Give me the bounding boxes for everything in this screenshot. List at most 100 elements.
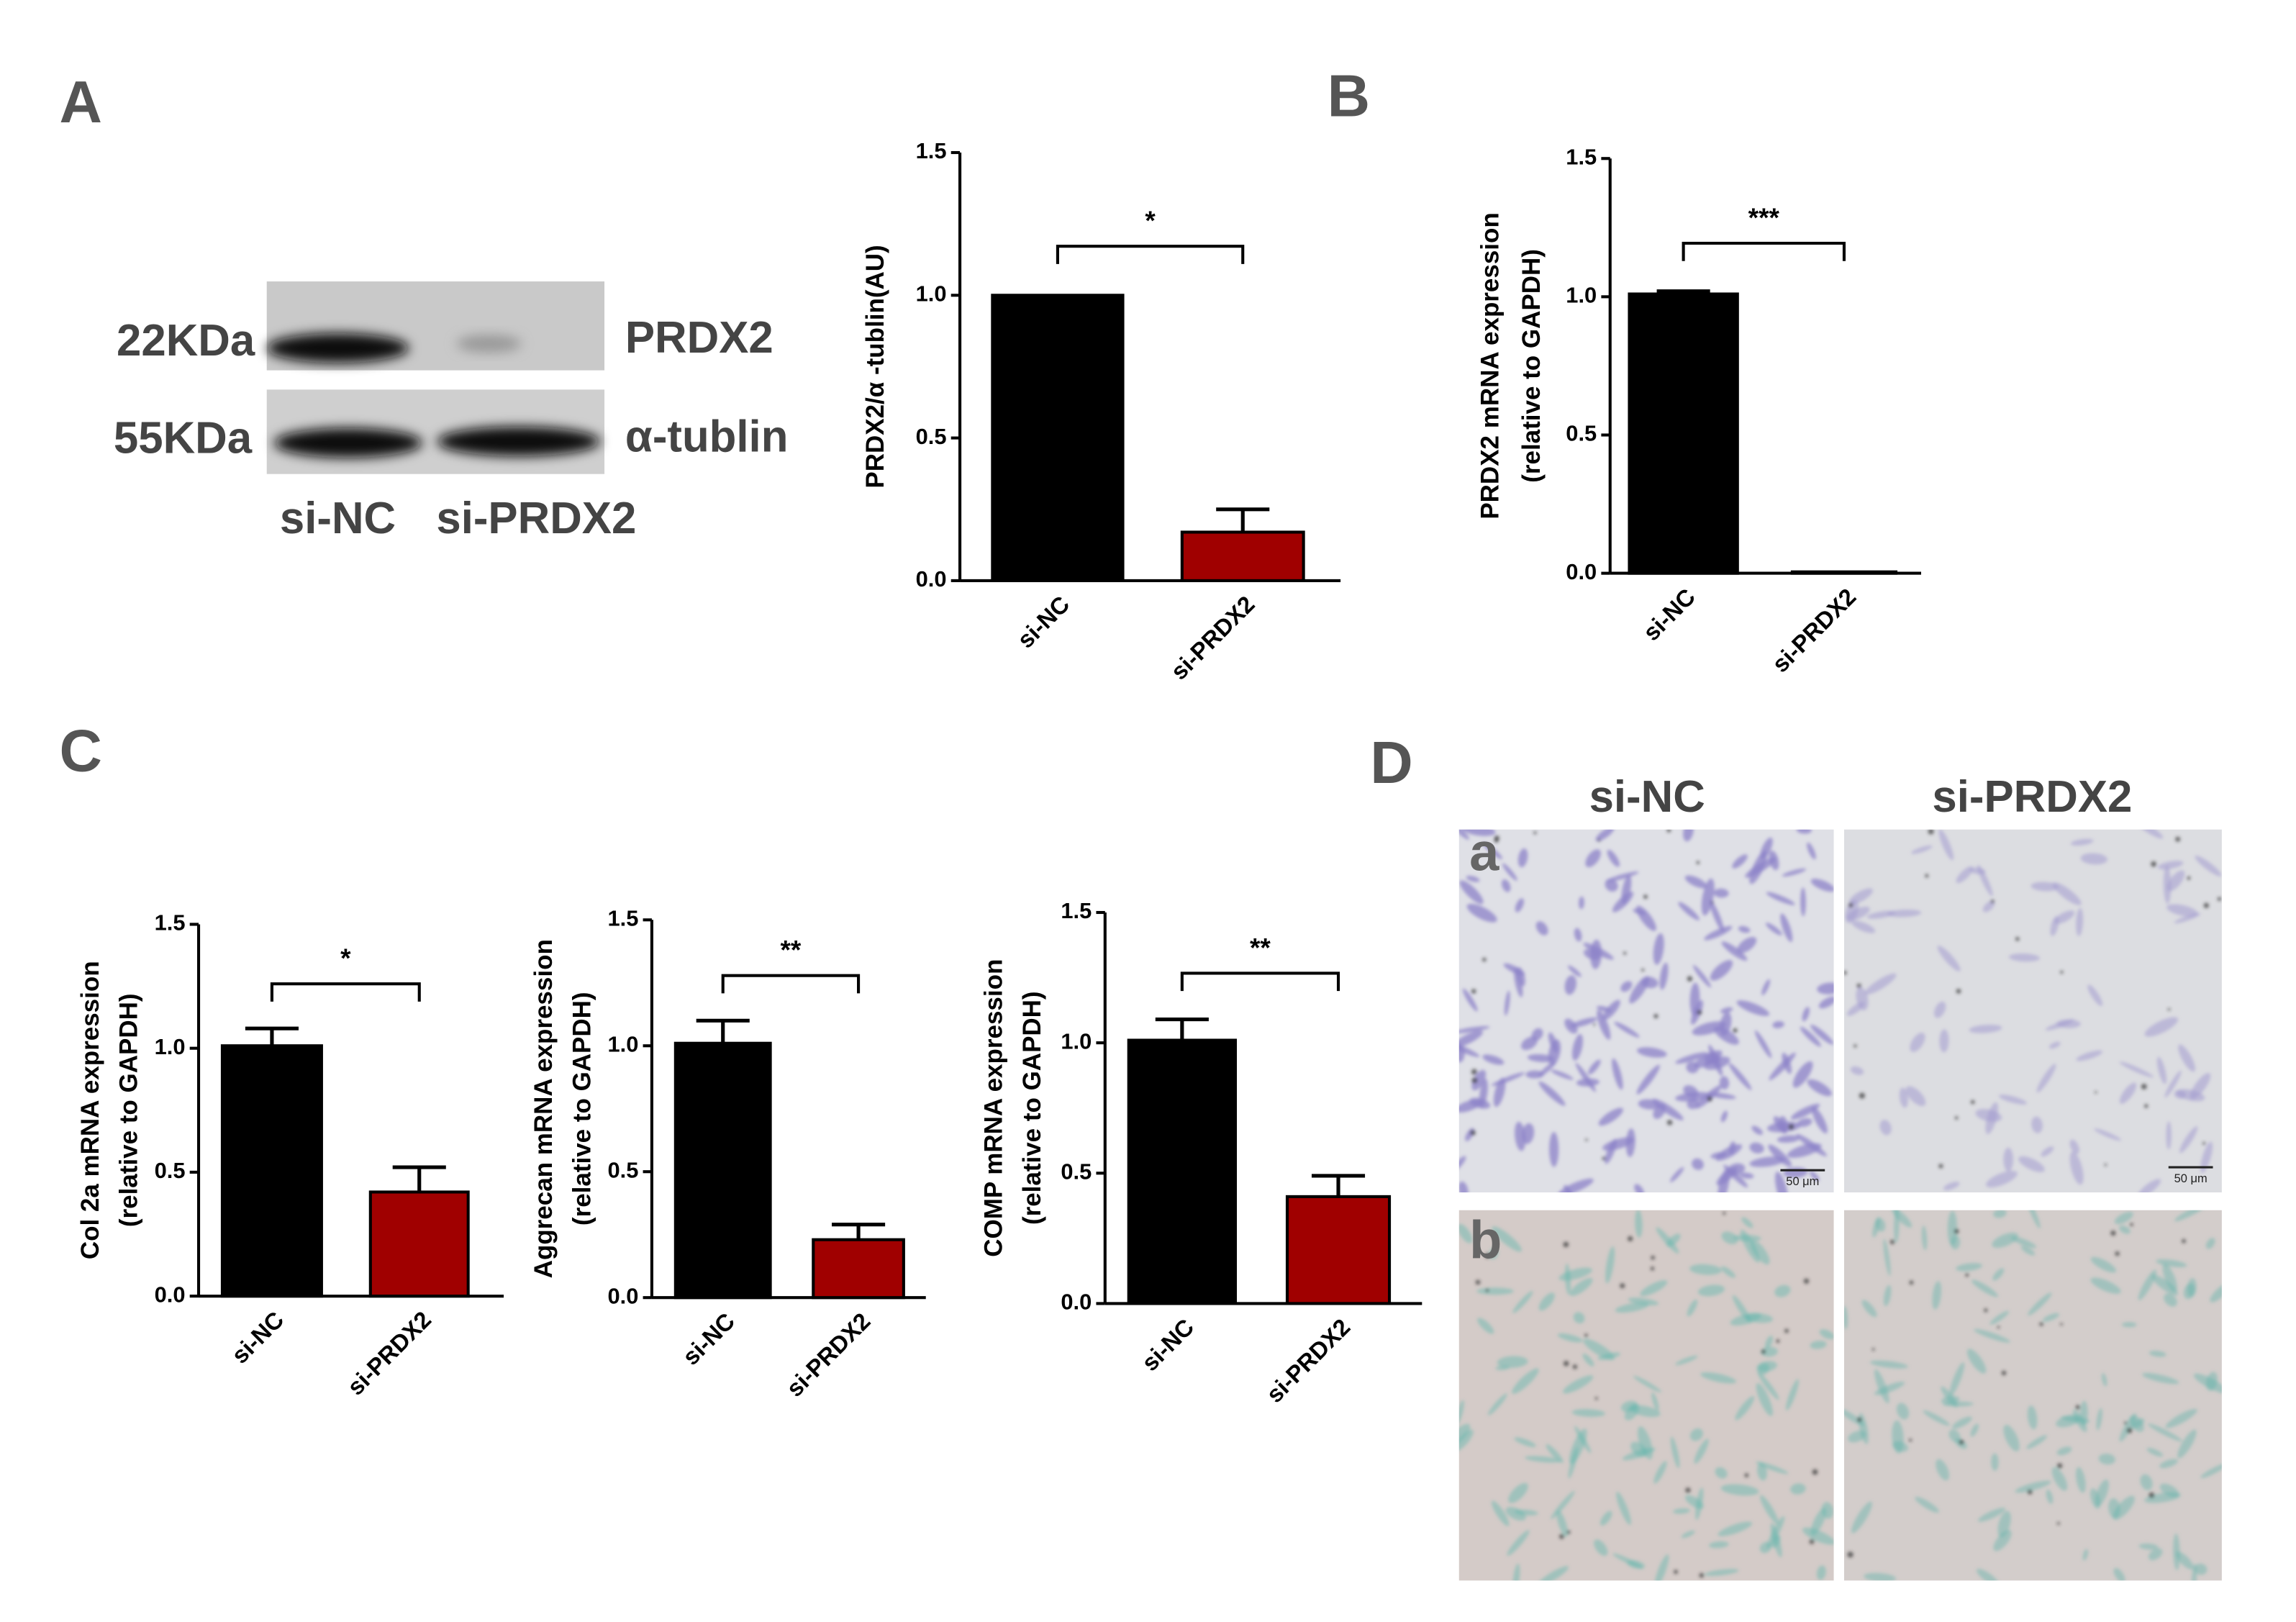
- cell: [1558, 1267, 1592, 1281]
- significance-label: ***: [1748, 202, 1780, 232]
- cell: [1594, 1539, 1608, 1557]
- cell: [1695, 1487, 1704, 1521]
- band-size: 55KDa: [114, 414, 253, 463]
- cell: [1585, 849, 1601, 868]
- x-tick-label: si-PRDX2: [1166, 591, 1260, 685]
- cell: [1797, 1118, 1812, 1128]
- cell: [1458, 1400, 1464, 1425]
- cell: [1777, 1135, 1800, 1143]
- cell: [1686, 1061, 1699, 1074]
- cell: [1851, 1501, 1872, 1533]
- row-label: a: [1469, 822, 1499, 882]
- cell: [1740, 1172, 1754, 1179]
- debris: [2104, 1164, 2107, 1166]
- cells: [1458, 829, 2222, 1581]
- cell: [1482, 842, 1503, 860]
- cell: [1719, 1076, 1730, 1089]
- cell: [1757, 1363, 1769, 1375]
- y-axis-label: Aggrecan mRNA expression: [530, 939, 558, 1278]
- cell: [1986, 1170, 2018, 1188]
- cell: [1652, 1098, 1684, 1120]
- cell: [2151, 1274, 2178, 1295]
- cell: [1896, 1403, 1910, 1420]
- panel-label: A: [60, 69, 102, 135]
- cell: [1887, 909, 1922, 918]
- column-header: si-PRDX2: [1932, 772, 2132, 822]
- scale-bar-label: 50 μm: [2174, 1172, 2207, 1185]
- cell: [2050, 916, 2059, 936]
- debris: [1666, 1120, 1673, 1125]
- cell: [1571, 1409, 1606, 1417]
- cell: [2138, 1179, 2161, 1193]
- cell: [1683, 1085, 1699, 1098]
- significance-bracket: [1682, 241, 1846, 261]
- cell: [2027, 1405, 2038, 1430]
- cell: [2069, 1151, 2084, 1185]
- cell: [1638, 1099, 1660, 1110]
- cell: [1458, 1025, 1490, 1033]
- band: [437, 426, 600, 457]
- y-tick-label: 0.0: [1566, 559, 1597, 584]
- cell: [1634, 1184, 1644, 1193]
- cell: [2003, 1425, 2020, 1451]
- cell: [1508, 1482, 1528, 1503]
- debris: [2126, 1427, 2133, 1433]
- cell: [1870, 1360, 1908, 1369]
- y-tick-label: 0.5: [1061, 1159, 1092, 1184]
- debris: [1856, 983, 1861, 988]
- cell: [1754, 1030, 1772, 1059]
- cell: [1761, 1346, 1778, 1357]
- cell: [2119, 1082, 2137, 1104]
- cell: [1654, 1554, 1669, 1581]
- cell: [2042, 1313, 2060, 1322]
- cell: [1956, 1263, 1983, 1272]
- cell: [1715, 1144, 1743, 1161]
- cell: [1527, 1054, 1555, 1062]
- cell: [1749, 1156, 1786, 1167]
- debris: [1602, 1156, 1606, 1161]
- cell: [1576, 1078, 1600, 1087]
- cell: [1790, 1483, 1806, 1495]
- cell: [1736, 1000, 1770, 1016]
- debris: [1481, 957, 1487, 962]
- debris: [1776, 1339, 1780, 1344]
- cell: [1597, 1005, 1612, 1012]
- x-tick-label: si-PRDX2: [781, 1308, 876, 1402]
- cell: [2142, 1372, 2179, 1385]
- row-label: b: [1469, 1210, 1502, 1270]
- cell: [1687, 1299, 1698, 1317]
- cell: [2119, 1225, 2131, 1234]
- debris: [1628, 1236, 1633, 1242]
- cell: [2192, 1564, 2197, 1581]
- cell: [2020, 1246, 2036, 1256]
- cell: [1574, 928, 1582, 942]
- cell: [1704, 925, 1733, 941]
- debris: [2115, 1251, 2120, 1256]
- micrograph-cells: [1843, 829, 2222, 1193]
- cell: [1761, 979, 1771, 996]
- cell: [1977, 1569, 1999, 1581]
- cell: [1864, 1572, 1897, 1581]
- cell: [1517, 848, 1528, 868]
- micrograph: [1843, 1210, 2222, 1581]
- cell: [1810, 1024, 1834, 1045]
- cell: [2159, 1459, 2178, 1469]
- debris: [1843, 971, 1847, 975]
- cell: [1505, 1507, 1526, 1521]
- bar: [1628, 292, 1739, 575]
- cell: [2176, 1551, 2194, 1570]
- cell: [2096, 1408, 2102, 1431]
- cell: [1850, 1066, 1864, 1075]
- cell: [2190, 1073, 2211, 1100]
- cell: [2138, 1269, 2157, 1300]
- debris: [1475, 1279, 1481, 1285]
- debris: [1788, 1123, 1794, 1130]
- debris: [1938, 1164, 1943, 1169]
- cell: [1607, 849, 1620, 867]
- significance-label: **: [1250, 932, 1271, 962]
- cell: [1764, 1335, 1774, 1349]
- cell: [1709, 900, 1725, 933]
- cell: [1985, 1102, 1999, 1135]
- y-tick-label: 0.5: [607, 1157, 638, 1182]
- cell: [1582, 1353, 1594, 1367]
